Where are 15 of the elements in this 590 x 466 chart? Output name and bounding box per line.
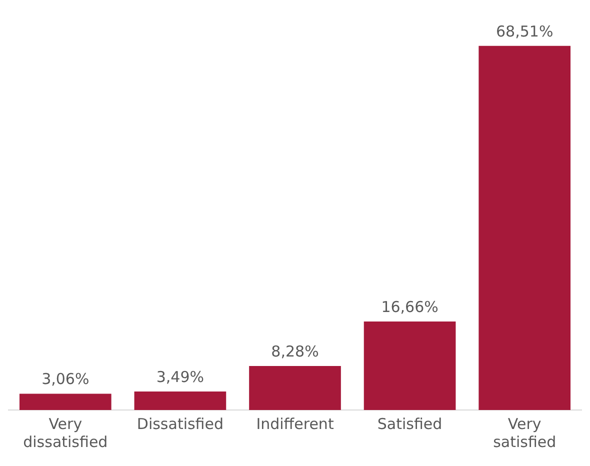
bar: [19, 394, 112, 410]
data-label: 16,66%: [381, 298, 438, 316]
x-tick-label: Very satisfied: [493, 414, 556, 451]
data-label: 3,49%: [156, 368, 204, 386]
data-label: 8,28%: [271, 342, 319, 360]
x-tick-label: Very dissatisfied: [23, 414, 108, 451]
x-tick-label: Dissatisfied: [136, 414, 224, 433]
bar: [134, 391, 226, 410]
bar: [364, 321, 456, 410]
x-tick-label: Indifferent: [256, 414, 334, 433]
data-label: 68,51%: [496, 22, 554, 40]
data-label: 3,06%: [42, 370, 90, 388]
bar: [478, 46, 571, 410]
x-tick-label: Satisfied: [377, 414, 442, 433]
bar: [249, 366, 341, 410]
